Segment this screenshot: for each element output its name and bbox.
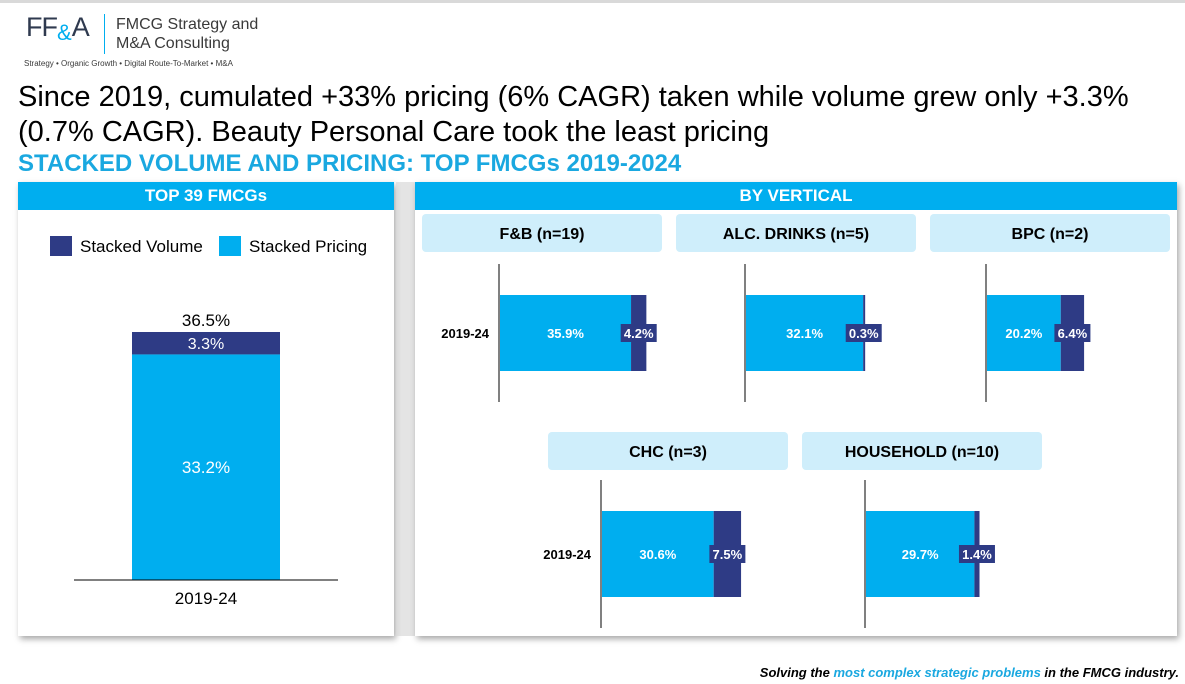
footer: Solving the most complex strategic probl… xyxy=(760,665,1179,680)
by-vertical-panel: BY VERTICAL F&B (n=19) 2019-24 35.9% 4.2% AL… xyxy=(415,182,1177,636)
logo-name: FMCG Strategy and M&A Consulting xyxy=(116,15,258,53)
chc-n-3-label-volume: 7.5% xyxy=(713,547,743,562)
f-b-n-19-label-box xyxy=(422,214,662,252)
bpc-n-2-title: BPC (n=2) xyxy=(1012,226,1089,243)
logo-name-line2: M&A Consulting xyxy=(116,35,230,52)
chc-n-3-category-label: 2019-24 xyxy=(543,547,591,562)
household-n-10-label-volume-bg xyxy=(958,545,995,563)
bar-label-pricing: 33.2% xyxy=(182,458,230,477)
headline: Since 2019, cumulated +33% pricing (6% C… xyxy=(18,81,1129,148)
alc-drinks-n-5-title: ALC. DRINKS (n=5) xyxy=(723,226,869,243)
logo-mark: FF&A xyxy=(26,12,90,45)
logo: FF&A FMCG Strategy and M&A Consulting St… xyxy=(20,12,280,72)
f-b-n-19-bar-pricing xyxy=(500,295,632,371)
alc-drinks-n-5-bar-pricing xyxy=(746,295,864,371)
top-fmcgs-chart: Stacked Volume Stacked Pricing 33.2% 3.3% 36… xyxy=(50,236,367,608)
bar-pricing xyxy=(132,354,280,580)
footer-highlight: most complex strategic problems xyxy=(833,665,1041,680)
alc-drinks-n-5-label-box xyxy=(676,214,916,252)
f-b-n-19-label-volume-bg xyxy=(620,324,657,342)
legend-label-pricing: Stacked Pricing xyxy=(249,237,367,256)
logo-name-line1: FMCG Strategy and xyxy=(116,16,259,33)
logo-amp: & xyxy=(57,20,72,45)
household-n-10-label-volume: 1.4% xyxy=(962,547,992,562)
footer-prefix: Solving the xyxy=(759,665,834,680)
alc-drinks-n-5-label-volume: 0.3% xyxy=(849,326,879,341)
chc-n-3-label-box xyxy=(548,432,788,470)
chc-n-3-label-volume-bg xyxy=(709,545,746,563)
bar-total-label: 36.5% xyxy=(182,311,230,330)
by-vertical-chart: F&B (n=19) 2019-24 35.9% 4.2% ALC. DRINKS (n… xyxy=(422,214,1170,628)
legend-swatch-pricing xyxy=(219,236,241,256)
household-n-10-title: HOUSEHOLD (n=10) xyxy=(845,444,999,461)
chc-n-3-title: CHC (n=3) xyxy=(629,444,707,461)
f-b-n-19-category-label: 2019-24 xyxy=(441,326,489,341)
footer-suffix: in the FMCG industry. xyxy=(1040,665,1179,680)
x-tick-label: 2019-24 xyxy=(175,589,237,608)
legend-label-volume: Stacked Volume xyxy=(80,237,203,256)
top-border xyxy=(0,0,1185,3)
household-n-10-label-box xyxy=(802,432,1042,470)
bpc-n-2-label-volume: 6.4% xyxy=(1058,326,1088,341)
chc-n-3-label-pricing: 30.6% xyxy=(639,547,676,562)
logo-ff: FF xyxy=(26,12,58,42)
alc-drinks-n-5-label-pricing: 32.1% xyxy=(786,326,823,341)
legend-swatch-volume xyxy=(50,236,72,256)
logo-tagline: Strategy • Organic Growth • Digital Rout… xyxy=(24,59,233,68)
logo-divider xyxy=(104,14,105,54)
f-b-n-19-label-pricing: 35.9% xyxy=(547,326,584,341)
bpc-n-2-bar-pricing xyxy=(987,295,1061,371)
chc-n-3-bar-pricing xyxy=(602,511,714,597)
bar-label-volume: 3.3% xyxy=(188,336,224,353)
by-vertical-header: BY VERTICAL xyxy=(415,182,1177,210)
household-n-10-bar-pricing xyxy=(866,511,975,597)
f-b-n-19-title: F&B (n=19) xyxy=(500,226,585,243)
bar-volume xyxy=(132,332,280,355)
bpc-n-2-label-box xyxy=(930,214,1170,252)
logo-a: A xyxy=(71,12,90,42)
subtitle: STACKED VOLUME AND PRICING: TOP FMCGs 20… xyxy=(18,150,682,177)
household-n-10-label-pricing: 29.7% xyxy=(902,547,939,562)
f-b-n-19-label-volume: 4.2% xyxy=(624,326,654,341)
bpc-n-2-label-volume-bg xyxy=(1054,324,1091,342)
top-fmcgs-panel: TOP 39 FMCGs Stacked Volume Stacked Prici… xyxy=(18,182,394,636)
alc-drinks-n-5-label-volume-bg xyxy=(845,324,882,342)
top-fmcgs-header: TOP 39 FMCGs xyxy=(18,182,394,210)
bpc-n-2-label-pricing: 20.2% xyxy=(1005,326,1042,341)
